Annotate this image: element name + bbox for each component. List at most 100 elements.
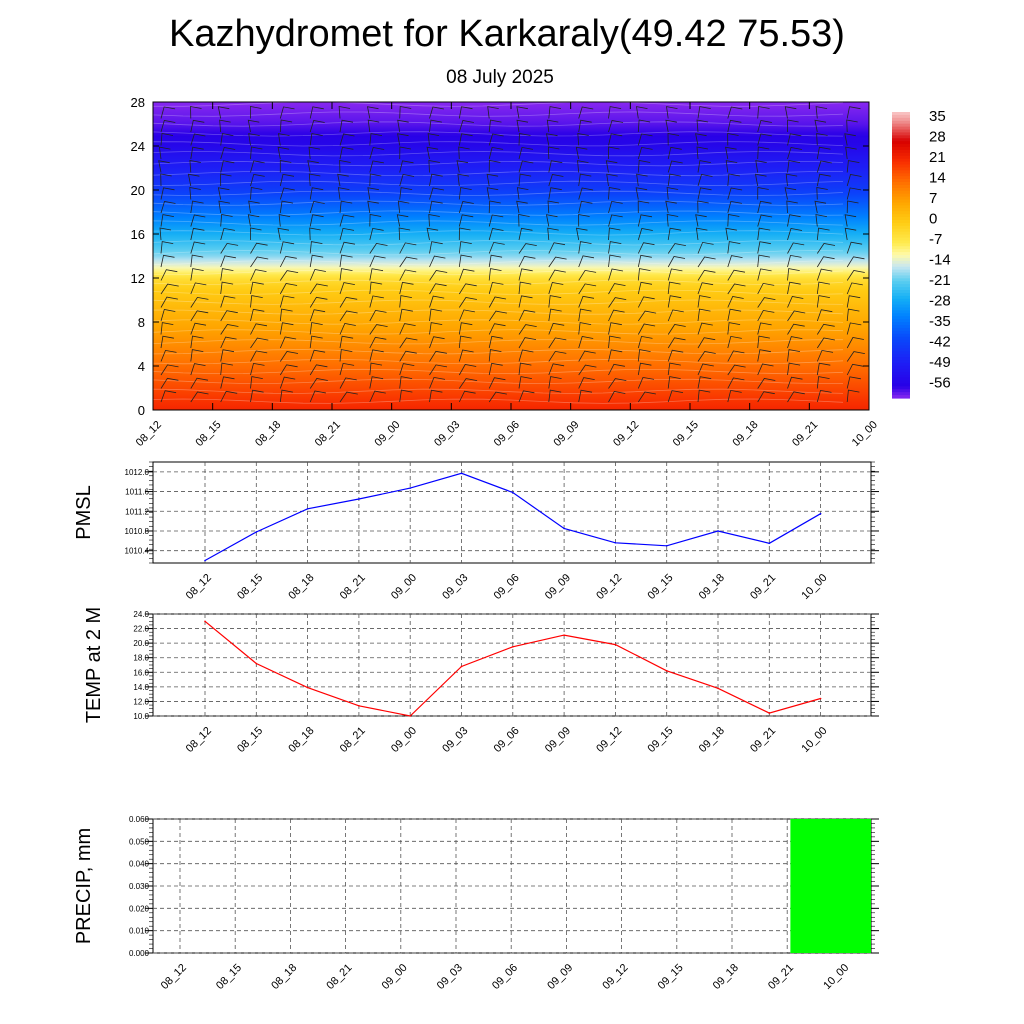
wind-barb <box>429 336 445 349</box>
colorbar-cell <box>892 249 910 253</box>
data-point <box>768 712 771 714</box>
y-tick-label: 0 <box>138 403 145 418</box>
x-tick-label: 08_15 <box>235 725 265 755</box>
wind-barb <box>220 242 239 254</box>
wind-barb <box>787 336 803 349</box>
pmsl-panel: 1010.4 1010.8 1011.2 1011.6 1012.0 08_12 08_15… <box>73 461 879 602</box>
colorbar-cell <box>892 158 910 163</box>
colorbar-cell <box>892 246 910 250</box>
data-point <box>665 544 668 547</box>
wind-barb <box>369 268 384 281</box>
wind-barb <box>339 282 355 295</box>
wind-barb <box>279 322 294 335</box>
x-tick-label: 09_12 <box>611 419 641 449</box>
x-tick-label: 09_06 <box>490 962 520 992</box>
x-tick-label: 09_00 <box>389 725 419 755</box>
wind-barb <box>160 120 176 133</box>
colorbar-cell <box>892 319 910 323</box>
wind-barb <box>667 362 681 376</box>
wind-barb <box>548 308 562 322</box>
wind-barb <box>846 351 865 362</box>
wind-barb <box>727 241 741 254</box>
wind-barb <box>727 377 745 389</box>
wind-barb <box>757 254 770 268</box>
wind-barb <box>339 362 355 376</box>
wind-barb <box>697 351 716 362</box>
x-tick-label: 09_15 <box>646 572 676 602</box>
x-tick-label: 09_18 <box>711 962 741 992</box>
wind-barb <box>190 133 206 146</box>
colorbar-cell <box>892 135 910 139</box>
wind-barb <box>160 283 179 295</box>
wind-barb <box>846 119 858 133</box>
wind-barb <box>845 146 857 160</box>
colorbar-cell <box>892 374 910 379</box>
wind-barb <box>697 363 714 376</box>
wind-barb <box>279 200 294 214</box>
y-tick-label: 16 <box>131 227 145 242</box>
colorbar-cell <box>892 231 910 236</box>
wind-barb <box>518 376 532 389</box>
wind-barb <box>399 337 418 349</box>
wind-barb <box>695 133 707 146</box>
wind-barb <box>667 349 684 362</box>
contour-line <box>152 200 844 206</box>
wind-barb <box>399 350 417 362</box>
wind-barb <box>637 268 651 281</box>
contour-line <box>152 368 844 375</box>
wind-barb <box>548 295 562 308</box>
wind-barb <box>846 106 861 119</box>
wind-barb <box>279 173 295 187</box>
y-tick-label: 0.060 <box>129 815 150 824</box>
wind-barb <box>637 242 655 254</box>
wind-barb <box>160 364 179 376</box>
wind-barb <box>608 268 624 281</box>
colorbar-label: -35 <box>929 313 951 330</box>
contour-line <box>152 358 844 365</box>
colorbar-cell <box>892 307 910 312</box>
wind-barb <box>190 106 202 119</box>
wind-barb <box>548 337 567 349</box>
wind-barb <box>846 200 859 214</box>
wind-barb <box>667 160 683 173</box>
wind-barb <box>548 160 563 173</box>
wind-barb <box>757 309 775 322</box>
wind-barb <box>757 297 776 308</box>
y-tick-label: 0.020 <box>129 904 150 913</box>
wind-barb <box>518 173 532 187</box>
wind-barb <box>816 256 835 268</box>
data-point <box>306 508 309 510</box>
wind-barb <box>219 119 231 133</box>
wind-barb <box>608 214 623 227</box>
wind-barb <box>369 243 388 254</box>
x-tick-label: 09_00 <box>380 962 410 992</box>
wind-barb <box>279 270 299 281</box>
y-tick-label: 1010.8 <box>125 527 150 536</box>
wind-barb <box>309 322 323 335</box>
colorbar-cell <box>892 126 910 131</box>
colorbar-label: -49 <box>929 354 951 371</box>
wind-barb <box>309 120 325 133</box>
wind-barb <box>429 308 443 322</box>
colorbar-label: 21 <box>929 149 946 166</box>
wind-barb <box>190 377 209 389</box>
wind-barb <box>846 160 860 173</box>
wind-barb <box>637 119 651 133</box>
wind-barb <box>548 350 567 362</box>
colorbar-cell <box>892 199 910 204</box>
wind-barb <box>637 214 653 227</box>
data-point <box>665 670 668 672</box>
wind-barb <box>279 295 295 308</box>
y-tick-label: 22.0 <box>133 625 149 634</box>
wind-barb <box>578 336 594 349</box>
colorbar-cell <box>892 392 910 396</box>
colorbar-cell <box>892 348 910 352</box>
wind-barb <box>429 389 443 403</box>
wind-barb <box>250 362 265 376</box>
colorbar-cell <box>892 196 910 201</box>
colorbar-label: 7 <box>929 190 937 207</box>
wind-barb <box>369 390 386 403</box>
wind-barb <box>429 295 445 308</box>
wind-barb <box>160 296 178 308</box>
